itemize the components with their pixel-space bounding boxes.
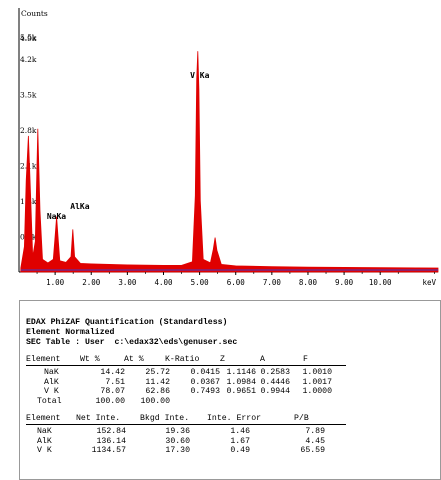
table2-cell: 152.84 [96,427,126,436]
table1-cell: NaK [44,368,59,377]
quantification-report: EDAX PhiZAF Quantification (Standardless… [19,300,441,480]
table2-header-cell: Net Inte. [76,414,121,423]
table1-cell: 11.42 [145,377,170,387]
table2-header-cell: Element [26,414,61,423]
table1-header-cell: Element [26,355,61,364]
table1-cell: 0.2583 [260,368,290,377]
spectrum-svg: Counts5.5k4.9k4.2k3.5k2.8k2.1k1.4k0.7k1.… [18,8,439,287]
table2-header-cell: Bkgd Inte. [140,414,190,423]
table2-cell: 0.49 [230,446,250,455]
table2-cell: 4.45 [305,436,325,446]
table2-cell: NaK [37,427,52,436]
x-tick-label: 9.00 [335,278,354,287]
table1-header-cell: Wt % [80,355,100,364]
peak-label: AlKa [70,202,89,211]
y-tick-label: 3.5k [20,90,37,99]
table1-cell: 100.00 [140,396,170,406]
y-tick-label: 2.8k [20,126,37,135]
table1-cell: 0.9944 [260,387,290,396]
spectrum-series [20,51,439,273]
table2-cell: 17.30 [165,446,190,455]
x-tick-label: 6.00 [227,278,246,287]
table2-header-cell: Inte. Error [207,414,262,423]
table1-cell: 0.0415 [190,368,220,377]
table2-cell: 1.67 [230,436,250,446]
x-tick-label: 7.00 [263,278,282,287]
table1-cell: 0.0367 [190,377,220,387]
table2-header-cell: P/B [294,414,309,423]
table1-cell: 0.7493 [190,387,220,396]
peak-label: V Ka [190,71,209,80]
table1-cell: 100.00 [95,396,125,406]
table2-cell: AlK [37,436,52,446]
table1-cell: 1.0984 [226,377,256,387]
x-tick-label: 4.00 [154,278,173,287]
x-tick-label: 2.00 [82,278,101,287]
table1-cell: 25.72 [145,368,170,377]
table1-cell: Total [37,396,62,406]
table1-cell: 7.51 [105,377,125,387]
y-tick-label: 4.9k [20,34,37,43]
table2-cell: 65.59 [300,446,325,455]
x-unit-label: keV [422,278,436,287]
report-title-line: EDAX PhiZAF Quantification (Standardless… [26,318,228,327]
table1-header-cell: F [303,355,308,364]
table2-cell: 1.46 [230,427,250,436]
x-tick-label: 10.00 [369,278,392,287]
table1-header-cell: K-Ratio [165,355,200,364]
table1-cell: 1.0010 [302,368,332,377]
table1-cell: 1.0000 [302,387,332,396]
table2-cell: V K [37,446,52,455]
x-tick-label: 3.00 [118,278,137,287]
table2-cell: 7.89 [305,427,325,436]
table1-cell: 0.9651 [226,387,256,396]
table2-cell: 1134.57 [91,446,126,455]
y-tick-label: 4.2k [20,55,37,64]
table1-header-cell: At % [124,355,144,364]
table1-header-rule [26,365,346,366]
table1-cell: 78.07 [100,387,125,396]
peak-label: NaKa [47,212,66,221]
table1-cell: 1.0017 [302,377,332,387]
table1-cell: 0.4446 [260,377,290,387]
x-tick-label: 5.00 [191,278,210,287]
table1-cell: AlK [44,377,59,387]
table1-cell: 62.86 [145,387,170,396]
spectrum-plot: Counts5.5k4.9k4.2k3.5k2.8k2.1k1.4k0.7k1.… [18,8,439,287]
table1-cell: 14.42 [100,368,125,377]
table1-header-cell: Z [220,355,225,364]
report-title-line: Element Normalized [26,328,115,337]
table2-cell: 136.14 [96,436,126,446]
table2-cell: 19.36 [165,427,190,436]
table2-header-rule [26,424,346,425]
report-title-line: SEC Table : User c:\edax32\eds\genuser.s… [26,338,238,347]
table1-cell: V K [44,387,59,396]
x-tick-label: 1.00 [46,278,65,287]
y-axis-label: Counts [21,9,48,18]
table1-header-cell: A [260,355,265,364]
y-tick-label: 5.5k [20,33,37,42]
table2-cell: 30.60 [165,436,190,446]
table1-cell: 1.1146 [226,368,256,377]
x-tick-label: 8.00 [299,278,318,287]
